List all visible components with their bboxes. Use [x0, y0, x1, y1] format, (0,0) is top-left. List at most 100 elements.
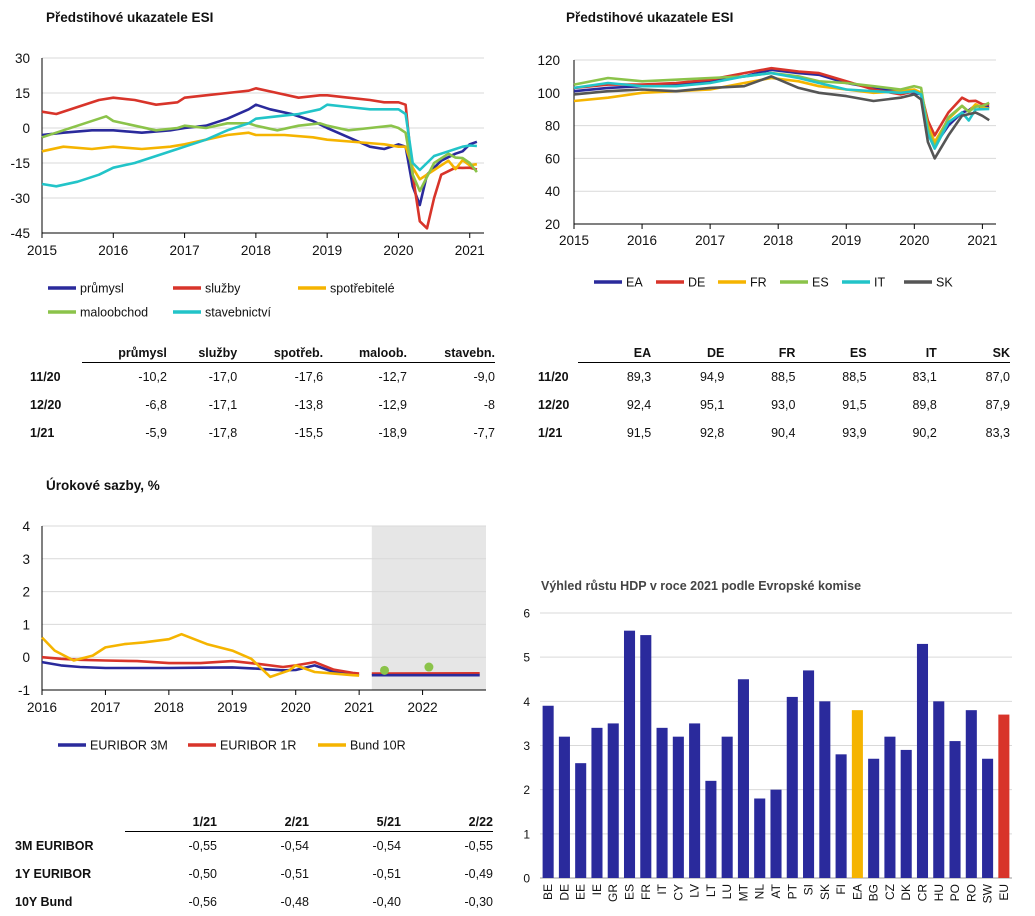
- bar-lv: [689, 723, 700, 878]
- y-tick-label: 2: [523, 783, 530, 797]
- table-cell: 88,5: [724, 363, 795, 392]
- x-tick-label: ES: [623, 884, 637, 900]
- x-tick-label: FR: [639, 884, 653, 900]
- y-tick-label: 120: [537, 53, 560, 68]
- table-cell: -9,0: [407, 363, 495, 392]
- bar-ea: [852, 710, 863, 878]
- table-cell: 91,5: [578, 419, 651, 447]
- table-cell: 92,8: [651, 419, 724, 447]
- table-cell: -18,9: [323, 419, 407, 447]
- table-cell: 87,0: [937, 363, 1010, 392]
- table-cell: 90,4: [724, 419, 795, 447]
- col-header: spotřeb.: [237, 344, 323, 363]
- row-label: 12/20: [30, 391, 82, 419]
- col-header: průmysl: [82, 344, 167, 363]
- table-cell: 83,3: [937, 419, 1010, 447]
- table-cell: -17,6: [237, 363, 323, 392]
- table-row: 12/20 92,4 95,1 93,0 91,5 89,8 87,9: [538, 391, 1010, 419]
- bar-fi: [836, 754, 847, 878]
- x-tick-label: 2021: [455, 243, 485, 258]
- table-cell: 89,8: [867, 391, 937, 419]
- col-header: maloob.: [323, 344, 407, 363]
- chart-title: Předstihové ukazatele ESI: [566, 10, 733, 25]
- table-cell: 94,9: [651, 363, 724, 392]
- x-tick-label: SW: [981, 883, 995, 903]
- col-header: 2/22: [401, 813, 493, 832]
- x-tick-label: 2018: [241, 243, 271, 258]
- legend-label-maloobchod: maloobchod: [80, 306, 148, 320]
- bar-be: [543, 706, 554, 878]
- table-cell: -0,54: [309, 832, 401, 861]
- table-cell: -0,56: [125, 888, 217, 916]
- table-row: 10Y Bund -0,56 -0,48 -0,40 -0,30: [15, 888, 493, 916]
- bar-bg: [868, 759, 879, 878]
- col-header: SK: [937, 344, 1010, 363]
- legend-label-it: IT: [874, 276, 885, 290]
- y-tick-label: 1: [523, 827, 530, 841]
- bar-hu: [933, 701, 944, 878]
- y-tick-label: 20: [545, 217, 560, 232]
- x-tick-label: HU: [932, 884, 946, 901]
- table-cell: -5,9: [82, 419, 167, 447]
- row-label: 1/21: [30, 419, 82, 447]
- bar-dk: [901, 750, 912, 878]
- table-cell: -6,8: [82, 391, 167, 419]
- table-cell: -0,48: [217, 888, 309, 916]
- line-chart-1: Předstihové ukazatele ESI30150-15-30-452…: [10, 10, 484, 320]
- bar-it: [657, 728, 668, 878]
- y-tick-label: 4: [523, 695, 530, 709]
- col-header: EA: [578, 344, 651, 363]
- x-tick-label: 2021: [344, 700, 374, 715]
- table-header-row: 1/21 2/21 5/21 2/22: [15, 813, 493, 832]
- table-cell: 91,5: [795, 391, 866, 419]
- bar-sw: [982, 759, 993, 878]
- table-cell: -0,40: [309, 888, 401, 916]
- table-cell: -8: [407, 391, 495, 419]
- y-tick-label: -15: [10, 156, 30, 171]
- col-header: DE: [651, 344, 724, 363]
- bar-ee: [575, 763, 586, 878]
- row-label: 10Y Bund: [15, 888, 125, 916]
- esi-cz-table: průmysl služby spotřeb. maloob. stavebn.…: [30, 344, 495, 447]
- y-tick-label: 3: [22, 552, 30, 567]
- x-tick-label: 2017: [170, 243, 200, 258]
- table-cell: -0,55: [401, 832, 493, 861]
- x-tick-label: DK: [899, 884, 913, 901]
- table-header-row: EA DE FR ES IT SK: [538, 344, 1010, 363]
- x-tick-label: 2021: [967, 233, 997, 248]
- y-tick-label: -1: [18, 683, 30, 698]
- legend-label-stavebnictvi: stavebnictví: [205, 306, 272, 320]
- table-cell: 93,0: [724, 391, 795, 419]
- line-chart-2: Předstihové ukazatele ESI120100806040202…: [537, 10, 997, 290]
- x-tick-label: IE: [590, 884, 604, 895]
- x-tick-label: EE: [574, 884, 588, 900]
- table-cell: 95,1: [651, 391, 724, 419]
- y-tick-label: 30: [15, 51, 30, 66]
- y-tick-label: 40: [545, 184, 560, 199]
- x-tick-label: LU: [720, 884, 734, 899]
- table-cell: -10,2: [82, 363, 167, 392]
- x-tick-label: 2020: [899, 233, 929, 248]
- bar-es: [624, 631, 635, 878]
- y-tick-label: 2: [22, 585, 30, 600]
- table-cell: 89,3: [578, 363, 651, 392]
- forecast-point: [380, 666, 389, 675]
- y-tick-label: 6: [523, 607, 530, 621]
- table-cell: -0,30: [401, 888, 493, 916]
- y-tick-label: 4: [22, 519, 30, 534]
- row-label: 12/20: [538, 391, 578, 419]
- y-tick-label: 5: [523, 651, 530, 665]
- bar-cz: [884, 737, 895, 878]
- col-header: ES: [795, 344, 866, 363]
- y-tick-label: 0: [22, 121, 30, 136]
- col-header: IT: [867, 344, 937, 363]
- legend-label-spotrebitele: spotřebitelé: [330, 282, 395, 296]
- row-label: 1Y EURIBOR: [15, 860, 125, 888]
- x-tick-label: 2022: [408, 700, 438, 715]
- esi-eu-table: EA DE FR ES IT SK 11/20 89,3 94,9 88,5 8…: [538, 344, 1010, 447]
- legend-label-de: DE: [688, 276, 705, 290]
- x-tick-label: SI: [802, 884, 816, 895]
- table-cell: 87,9: [937, 391, 1010, 419]
- y-tick-label: 60: [545, 151, 560, 166]
